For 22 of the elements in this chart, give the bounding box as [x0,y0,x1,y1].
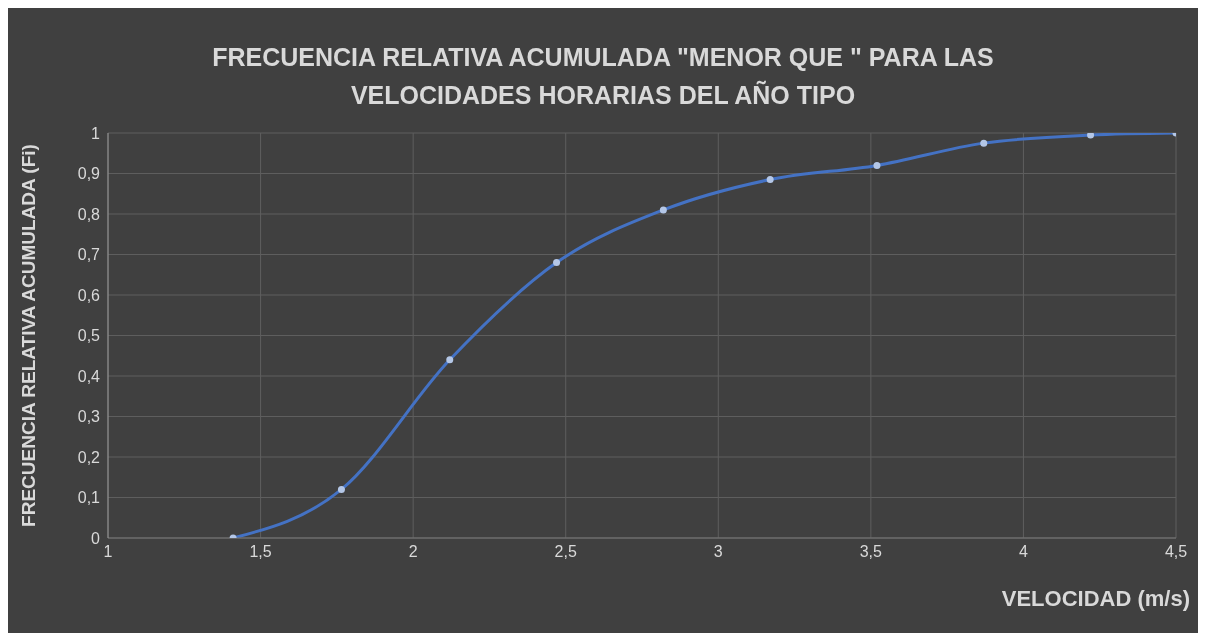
x-tick-label: 4,5 [1164,543,1188,561]
y-axis-title: FRECUENCIA RELATIVA ACUMULADA (Fi) [17,144,39,527]
y-tick-label: 0,7 [77,246,101,264]
y-tick-label: 0,4 [77,367,101,385]
y-tick-label: 1 [91,124,101,142]
y-tick-label: 0,8 [77,205,101,223]
y-tick-label: 0,2 [77,448,101,466]
x-tick-label: 3,5 [859,543,883,561]
y-tick-label: 0,5 [77,327,101,345]
y-tick-label: 0,3 [77,408,101,426]
x-axis-title: VELOCIDAD (m/s) [1001,586,1190,612]
x-tick-label: 1,5 [249,543,272,561]
chart-title: FRECUENCIA RELATIVA ACUMULADA "MENOR QUE " PARA LAS VELOCIDADES HORARIAS DEL AÑO TIPO [211,42,995,111]
x-tick-label: 3 [713,543,723,561]
x-tick-label: 1 [103,543,113,561]
y-tick-label: 0,9 [77,165,101,183]
x-tick-label: 2,5 [554,543,577,561]
y-tick-label: 0,6 [77,286,101,304]
x-tick-label: 2 [408,543,418,561]
y-tick-label: 0 [91,529,101,547]
y-tick-label: 0,1 [77,489,101,507]
x-tick-label: 4 [1018,543,1028,561]
